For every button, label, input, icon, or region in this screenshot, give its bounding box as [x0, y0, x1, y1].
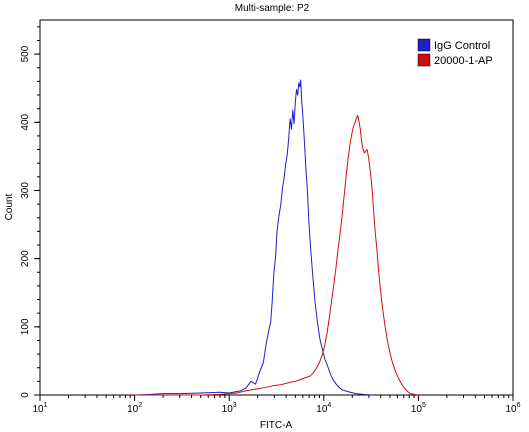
- y-tick-label: 200: [20, 250, 31, 267]
- y-axis-label: Count: [4, 193, 15, 220]
- y-tick-label: 300: [20, 182, 31, 199]
- legend-label-2: 20000-1-AP: [434, 55, 493, 67]
- legend-swatch-1: [417, 38, 431, 52]
- series-line-1: [134, 79, 372, 396]
- y-axis: 0 100 200 300 400 500: [20, 26, 40, 398]
- x-tick-label: 103: [222, 402, 237, 415]
- x-axis-label: FITC-A: [260, 420, 293, 431]
- x-tick-label: 104: [316, 402, 331, 415]
- y-tick-label: 100: [20, 318, 31, 335]
- chart-title: Multi-sample: P2: [235, 3, 310, 14]
- x-tick-label: 106: [505, 402, 520, 415]
- series-line-2: [134, 114, 419, 396]
- x-axis: 101 102 103 104 105 106: [32, 395, 521, 415]
- y-tick-label: 500: [20, 45, 31, 62]
- x-tick-label: 101: [32, 402, 47, 415]
- series-layer: [134, 79, 419, 396]
- legend: IgG Control 20000-1-AP: [417, 38, 493, 67]
- legend-swatch-2: [417, 53, 431, 67]
- x-tick-label: 102: [127, 402, 142, 415]
- plot-area: [39, 19, 514, 396]
- y-tick-label: 0: [20, 392, 31, 398]
- legend-label-1: IgG Control: [434, 40, 490, 52]
- y-tick-label: 400: [20, 113, 31, 130]
- x-tick-label: 105: [411, 402, 426, 415]
